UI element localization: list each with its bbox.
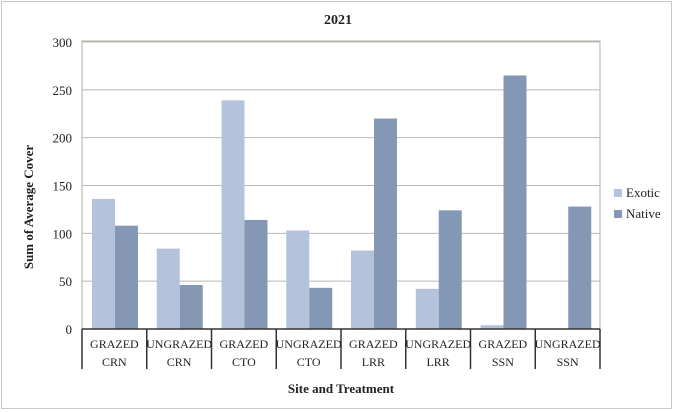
legend: Exotic Native: [614, 185, 661, 221]
y-tick-label: 150: [53, 179, 73, 194]
x-axis-label: Site and Treatment: [288, 381, 395, 396]
bar-native: [179, 284, 203, 329]
bar-exotic: [415, 288, 439, 329]
x-tick-label-treatment: GRAZED: [220, 337, 269, 351]
y-tick-label: 200: [53, 131, 73, 146]
x-tick-label-site: CRN: [102, 355, 127, 369]
bar-exotic: [92, 198, 115, 329]
legend-swatch-exotic: [614, 189, 622, 197]
bars: [92, 75, 592, 330]
x-tick-label-treatment: GRAZED: [349, 337, 398, 351]
x-axis-categories: GRAZED CRN UNGRAZED CRN GRAZED CTO UNGRAZED CTO…: [81, 328, 601, 369]
bar-exotic: [221, 100, 245, 330]
x-tick-label-site: CRN: [167, 355, 192, 369]
bar-native: [244, 219, 268, 329]
x-tick-label-treatment: GRAZED: [479, 337, 528, 351]
x-tick-label-site: SSN: [492, 355, 514, 369]
bar-native: [503, 75, 527, 329]
y-tick-label: 0: [66, 322, 73, 337]
y-axis-ticks: 0 50 100 150 200 250 300: [53, 35, 73, 337]
y-tick-label: 100: [53, 226, 73, 241]
x-tick-label-treatment: GRAZED: [90, 337, 139, 351]
bar-native: [115, 225, 138, 329]
bar-native: [438, 210, 462, 329]
x-tick-label-treatment: UNGRAZED: [405, 337, 471, 351]
bar-native: [309, 287, 333, 329]
y-axis-label: Sum of Average Cover: [21, 145, 36, 270]
legend-label-exotic: Exotic: [626, 185, 660, 200]
y-tick-label: 300: [53, 35, 73, 50]
x-tick-label-site: LRR: [426, 355, 449, 369]
x-tick-label-site: CTO: [232, 355, 256, 369]
bar-exotic: [156, 248, 180, 329]
x-tick-label-site: CTO: [297, 355, 321, 369]
x-tick-label-site: LRR: [362, 355, 385, 369]
x-tick-label-treatment: UNGRAZED: [146, 337, 212, 351]
bar-native: [374, 118, 397, 330]
bar-exotic: [286, 230, 310, 329]
chart-title: 2021: [324, 13, 352, 28]
y-tick-label: 50: [59, 274, 72, 289]
bar-exotic: [351, 250, 374, 329]
bar-exotic: [480, 325, 504, 329]
x-tick-label-treatment: UNGRAZED: [276, 337, 342, 351]
legend-swatch-native: [614, 210, 622, 218]
x-tick-label-site: SSN: [557, 355, 579, 369]
x-tick-label-treatment: UNGRAZED: [535, 337, 601, 351]
bar-native: [568, 206, 592, 329]
legend-label-native: Native: [626, 206, 661, 221]
y-tick-label: 250: [53, 83, 73, 98]
